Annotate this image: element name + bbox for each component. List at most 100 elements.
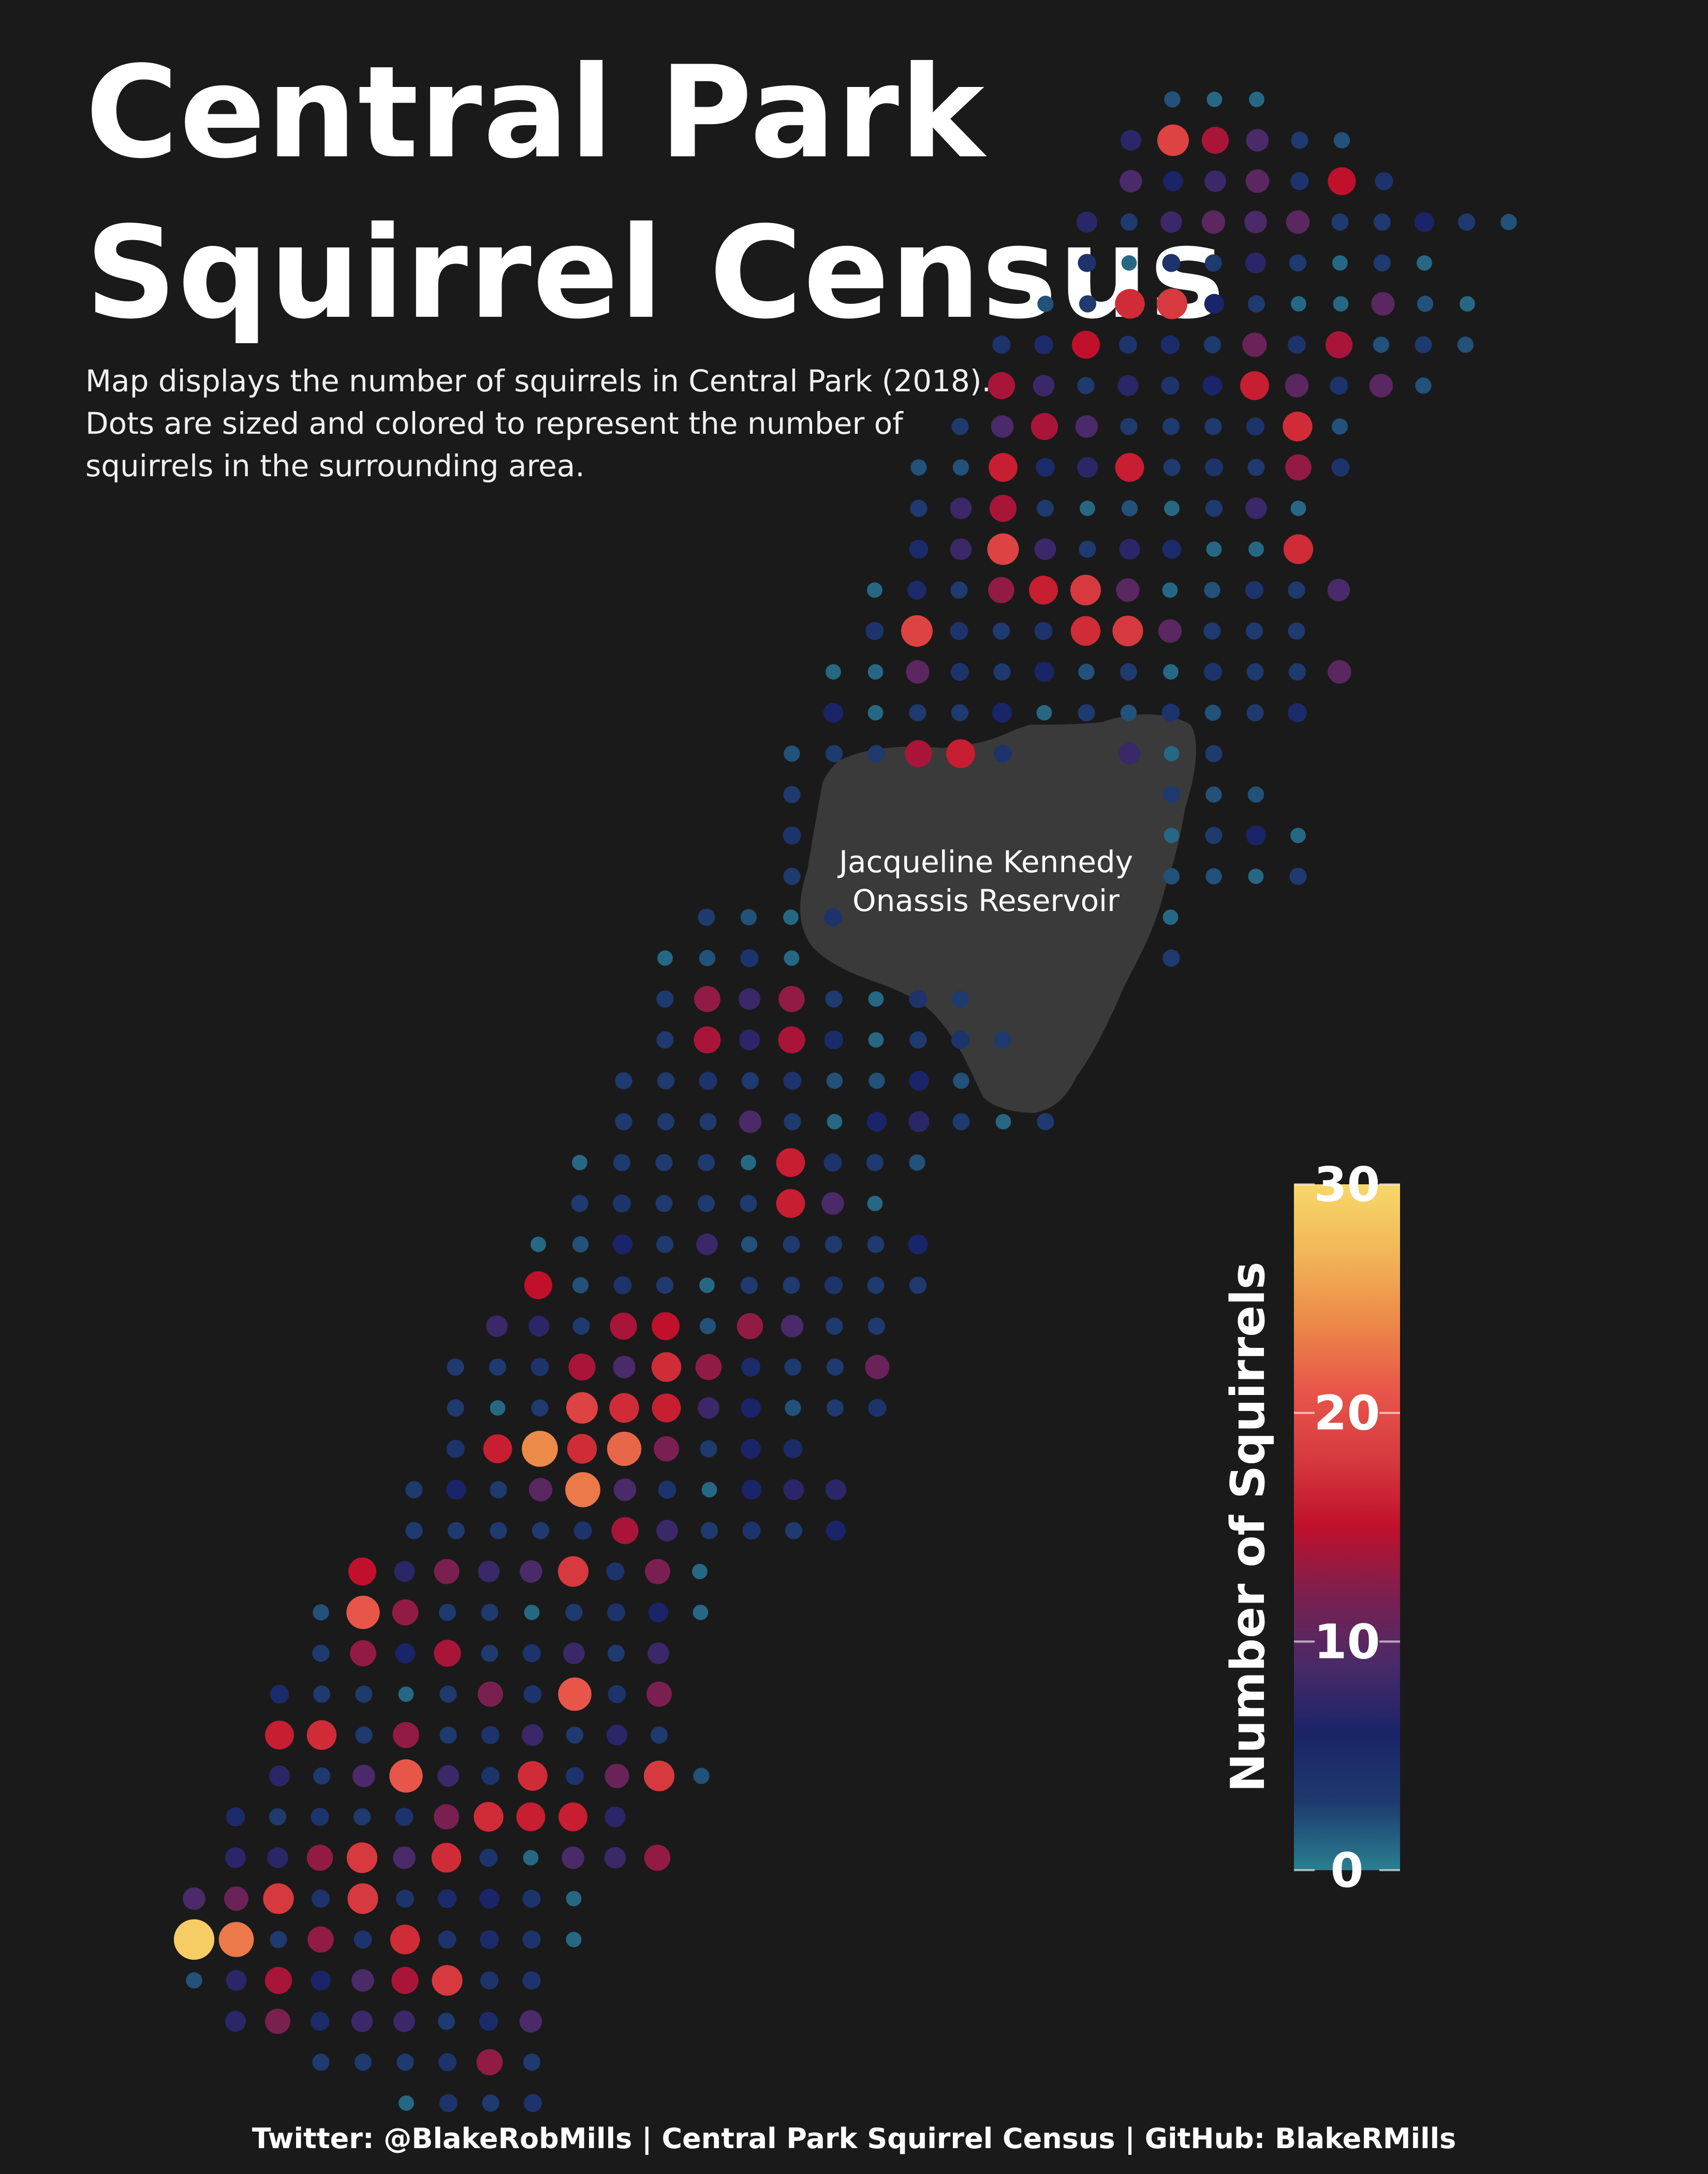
squirrel-dot — [439, 1685, 457, 1703]
squirrel-dot — [432, 1965, 463, 1996]
squirrel-dot — [1204, 663, 1222, 681]
squirrel-dot — [350, 1640, 376, 1667]
squirrel-dot — [565, 1472, 600, 1507]
squirrel-dot — [1120, 129, 1142, 151]
squirrel-dot — [1332, 255, 1348, 271]
squirrel-dot — [478, 1561, 500, 1582]
squirrel-dot — [312, 2053, 330, 2071]
squirrel-dot — [1245, 497, 1267, 519]
squirrel-dot — [1205, 827, 1223, 844]
squirrel-dot — [481, 1767, 499, 1785]
squirrel-dot — [522, 1889, 541, 1908]
squirrel-dot — [867, 745, 885, 762]
squirrel-dot — [396, 2053, 414, 2071]
squirrel-dot — [698, 908, 715, 926]
squirrel-dot — [824, 1236, 843, 1253]
squirrel-dot — [434, 1559, 460, 1584]
squirrel-dot — [1036, 458, 1055, 477]
squirrel-dot — [905, 740, 932, 768]
squirrel-dot — [490, 1400, 506, 1416]
squirrel-dot — [311, 1970, 331, 1991]
squirrel-dot — [1246, 825, 1266, 846]
squirrel-dot — [867, 1317, 886, 1335]
squirrel-dot — [1373, 254, 1391, 272]
squirrel-dot — [1118, 743, 1140, 765]
squirrel-dot — [645, 1559, 670, 1584]
squirrel-dot — [741, 1398, 761, 1418]
squirrel-dot — [994, 1031, 1011, 1049]
squirrel-dot — [781, 1315, 804, 1338]
squirrel-dot — [346, 1595, 380, 1629]
squirrel-dot — [1328, 167, 1356, 195]
squirrel-dot — [346, 1842, 378, 1873]
squirrel-dot — [906, 660, 930, 684]
reservoir-shape — [800, 714, 1196, 1113]
squirrel-dot — [439, 2094, 458, 2112]
squirrel-dot — [486, 1315, 508, 1337]
squirrel-dot — [572, 1317, 590, 1335]
squirrel-dot — [562, 1846, 584, 1869]
squirrel-dot — [1417, 296, 1434, 312]
squirrel-dot — [607, 1603, 625, 1622]
squirrel-dot — [1203, 336, 1221, 354]
squirrel-dot — [354, 1930, 372, 1949]
squirrel-dot — [270, 1931, 287, 1948]
squirrel-dot — [651, 1352, 682, 1382]
squirrel-dot — [522, 1431, 558, 1467]
squirrel-dot — [1204, 170, 1226, 192]
squirrel-dot — [1036, 500, 1054, 517]
squirrel-dot — [405, 1481, 423, 1499]
squirrel-dot — [1079, 295, 1097, 313]
squirrel-dot — [225, 2010, 246, 2032]
squirrel-dot — [1162, 949, 1180, 967]
squirrel-dot — [566, 1726, 584, 1744]
squirrel-dot — [1369, 374, 1393, 398]
squirrel-dot — [995, 1114, 1011, 1129]
squirrel-dot — [1285, 454, 1312, 481]
squirrel-dot — [1037, 296, 1054, 312]
squirrel-dot — [605, 1764, 629, 1788]
squirrel-dot — [394, 1561, 415, 1582]
squirrel-dot — [480, 1930, 499, 1949]
squirrel-dot — [186, 1972, 202, 1989]
squirrel-dot — [1201, 126, 1229, 154]
squirrel-dot — [389, 1759, 423, 1793]
squirrel-dot — [1160, 211, 1182, 233]
squirrel-dot — [522, 1930, 541, 1949]
squirrel-dot — [1415, 377, 1432, 394]
squirrel-dot — [1204, 582, 1220, 598]
squirrel-dot — [826, 1073, 843, 1089]
squirrel-dot — [447, 1522, 465, 1539]
squirrel-dot — [613, 1276, 632, 1295]
squirrel-dot — [565, 1604, 583, 1621]
squirrel-dot — [1290, 501, 1306, 516]
squirrel-dot — [694, 986, 720, 1012]
legend-ticks: 0 10 20 30 — [1294, 1157, 1400, 1898]
squirrel-dot — [1034, 538, 1056, 560]
squirrel-dot — [1331, 418, 1348, 435]
squirrel-dot — [826, 1399, 844, 1417]
squirrel-dot — [776, 1148, 805, 1177]
squirrel-dot — [655, 1195, 673, 1212]
squirrel-dot — [218, 1922, 254, 1957]
squirrel-dot — [867, 1276, 885, 1294]
squirrel-dot — [1283, 412, 1313, 442]
squirrel-dot — [1157, 124, 1189, 156]
squirrel-dot — [522, 1971, 541, 1990]
squirrel-dot — [1249, 92, 1264, 107]
squirrel-dot — [783, 1276, 800, 1294]
squirrel-dot — [1119, 538, 1140, 560]
squirrel-dot — [1205, 500, 1223, 517]
squirrel-dot — [1115, 453, 1144, 482]
squirrel-dot — [1247, 295, 1265, 313]
reservoir-label-line-2: Onassis Reservoir — [852, 883, 1120, 918]
squirrel-dot — [699, 1113, 717, 1130]
squirrel-dot — [613, 1478, 637, 1501]
squirrel-dot — [1205, 745, 1223, 762]
title-line-1: Central Park — [85, 39, 985, 186]
squirrel-dot — [994, 744, 1012, 763]
legend-color-bar — [1294, 1184, 1400, 1870]
squirrel-dot — [1247, 786, 1264, 803]
squirrel-dot — [558, 1677, 592, 1711]
squirrel-dot — [523, 1644, 541, 1663]
